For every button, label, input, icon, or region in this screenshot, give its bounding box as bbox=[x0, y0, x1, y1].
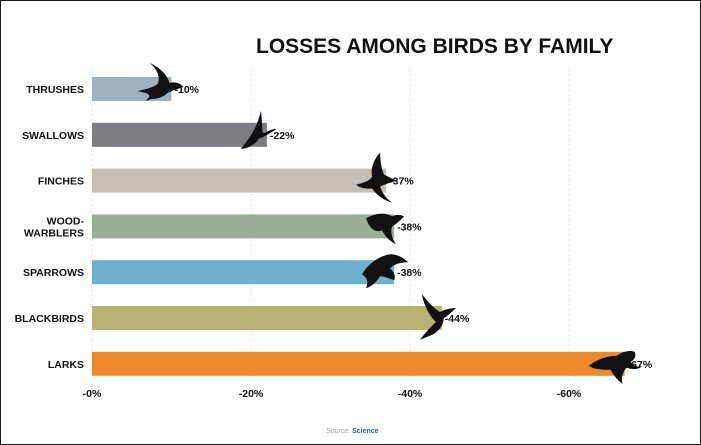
bar bbox=[92, 351, 625, 376]
bar bbox=[92, 122, 267, 147]
value-label: -44% bbox=[445, 313, 470, 325]
bird-icon bbox=[362, 254, 409, 289]
x-tick-label: -20% bbox=[239, 388, 264, 400]
category-label: THRUSHES bbox=[26, 84, 84, 96]
bar bbox=[92, 214, 395, 239]
bird-icon bbox=[356, 152, 397, 203]
value-label: -67% bbox=[628, 359, 653, 371]
category-label: WOOD-WARBLERS bbox=[24, 215, 85, 239]
value-label: -38% bbox=[397, 267, 422, 279]
source-note: Source: Science bbox=[326, 428, 379, 435]
labels: -0% -20% -40% -60% -10% THRUSHES -22% SWALLOWS -… bbox=[15, 84, 653, 400]
category-label: SWALLOWS bbox=[22, 130, 84, 142]
value-label: -10% bbox=[175, 84, 200, 96]
x-tick-label: -60% bbox=[557, 388, 582, 400]
value-label: -37% bbox=[389, 176, 414, 188]
value-label: -38% bbox=[397, 221, 422, 233]
bird-icon bbox=[137, 63, 184, 101]
source-name: Science bbox=[352, 428, 379, 435]
category-label: FINCHES bbox=[38, 176, 84, 188]
category-label: LARKS bbox=[48, 359, 84, 371]
bars bbox=[92, 77, 625, 376]
bird-icon bbox=[588, 351, 643, 384]
x-tick-label: -40% bbox=[398, 388, 423, 400]
bird-silhouettes bbox=[137, 63, 643, 384]
bar bbox=[92, 306, 442, 330]
bird-icon bbox=[240, 110, 277, 149]
source-prefix: Source: bbox=[326, 428, 350, 435]
x-tick-label: -0% bbox=[83, 388, 102, 400]
bird-icon bbox=[366, 213, 405, 245]
bar bbox=[92, 168, 387, 193]
chart-title: LOSSES AMONG BIRDS BY FAMILY bbox=[256, 35, 613, 58]
category-label: SPARROWS bbox=[23, 267, 84, 279]
bird-icon bbox=[419, 294, 456, 340]
category-label: BLACKBIRDS bbox=[15, 313, 84, 325]
value-label: -22% bbox=[270, 130, 295, 142]
bar bbox=[92, 260, 395, 285]
